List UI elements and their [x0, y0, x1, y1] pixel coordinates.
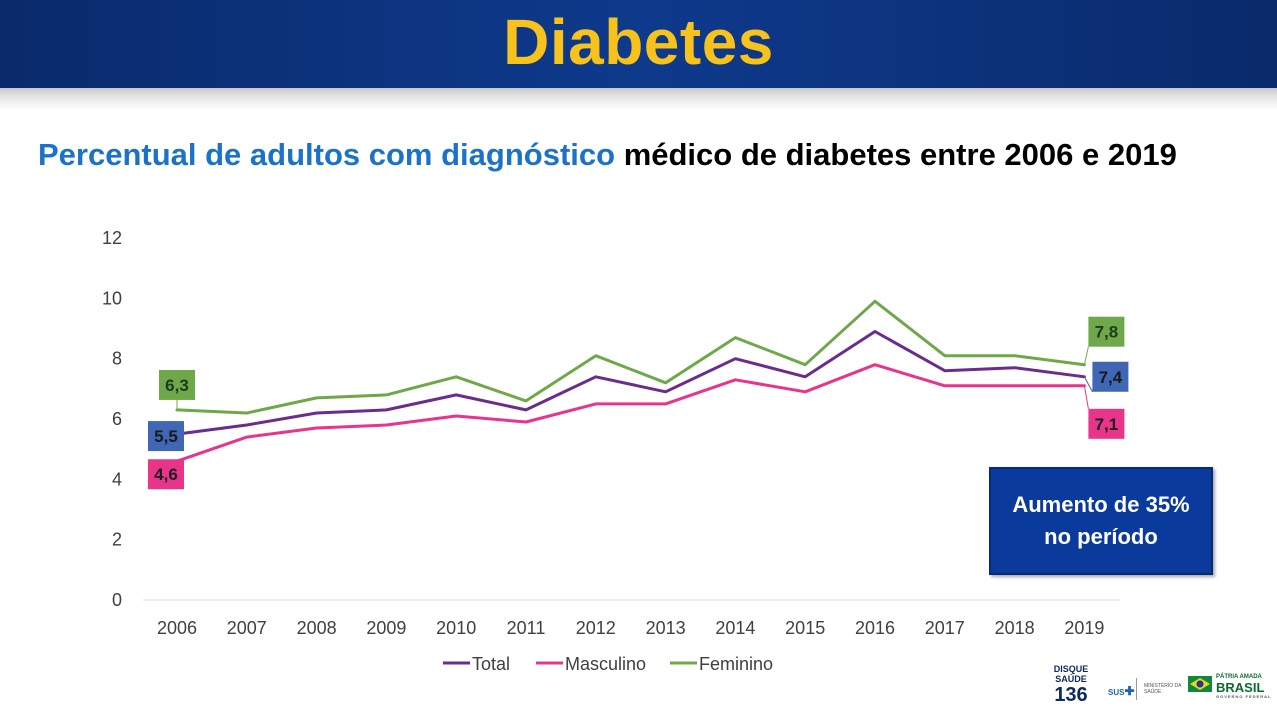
x-tick-label: 2015 [785, 618, 825, 638]
x-tick-label: 2018 [995, 618, 1035, 638]
disque-number: 136 [1054, 684, 1088, 706]
data-label-text: 7,1 [1095, 415, 1119, 434]
data-label-leader [1083, 376, 1093, 393]
x-tick-label: 2007 [227, 618, 267, 638]
data-label-leader [1083, 346, 1089, 365]
callout-line-1: Aumento de 35% [1012, 492, 1190, 517]
data-label-leader [1083, 385, 1089, 409]
chart-legend: Total Masculino Feminino [443, 654, 773, 674]
y-tick-label: 6 [112, 409, 122, 429]
governo-federal-text: GOVERNO FEDERAL [1216, 694, 1272, 699]
x-tick-label: 2011 [507, 618, 546, 638]
data-label-text: 4,6 [154, 465, 178, 484]
legend-label-total: Total [472, 654, 510, 674]
x-tick-label: 2010 [436, 618, 476, 638]
sus-logo: SUS✚ [1108, 684, 1135, 698]
y-axis-ticks: 0 2 4 6 8 10 12 [102, 228, 122, 610]
y-tick-label: 0 [112, 590, 122, 610]
series-line-total [175, 330, 1086, 436]
x-tick-label: 2016 [855, 618, 895, 638]
data-label-text: 6,3 [165, 376, 189, 395]
y-tick-label: 4 [112, 469, 122, 489]
y-tick-label: 8 [112, 349, 122, 369]
x-tick-label: 2006 [157, 618, 197, 638]
x-tick-label: 2014 [715, 618, 755, 638]
data-label-box [1092, 361, 1129, 392]
chart-subtitle: Percentual de adultos com diagnóstico mé… [38, 133, 1258, 177]
series-line-feminino [175, 299, 1086, 415]
x-tick-label: 2019 [1064, 618, 1104, 638]
logo-divider [1136, 678, 1137, 700]
page-title: Diabetes [503, 6, 774, 78]
data-label-box [148, 421, 184, 452]
y-tick-label: 10 [102, 288, 122, 308]
series-lines [175, 299, 1086, 463]
callout-line-2: no período [1044, 524, 1158, 549]
patria-amada-text: PÁTRIA AMADA [1216, 674, 1262, 680]
x-axis-ticks: 2006 2007 2008 2009 2010 2011 2012 2013 2014 2015… [157, 618, 1104, 638]
header-shadow [0, 88, 1277, 110]
y-tick-label: 2 [112, 530, 122, 550]
sus-text: SUS [1108, 688, 1125, 697]
increase-callout: Aumento de 35% no período [989, 467, 1213, 575]
plus-icon: ✚ [1124, 684, 1135, 698]
ministerio-logo: MINISTÉRIO DA SAÚDE [1144, 683, 1182, 695]
data-label-text: 7,8 [1095, 323, 1119, 342]
legend-label-feminino: Feminino [699, 654, 773, 674]
subtitle-blue-part: Percentual de adultos com diagnóstico [38, 137, 616, 172]
series-line-masculino [175, 363, 1086, 463]
data-labels: 6,3 5,5 4,6 7,8 7,4 7,1 [148, 316, 1129, 490]
x-tick-label: 2012 [576, 618, 616, 638]
brasil-text: BRASIL [1216, 680, 1265, 695]
brazil-flag-icon [1188, 676, 1212, 692]
subtitle-black-part: médico de diabetes entre 2006 e 2019 [623, 137, 1177, 172]
data-label-box [148, 459, 184, 490]
data-label-text: 7,4 [1099, 368, 1123, 387]
disque-saude-logo: DISQUE SAÚDE 136 [1048, 664, 1094, 706]
x-tick-label: 2017 [925, 618, 965, 638]
data-label-box [159, 369, 195, 400]
legend-label-masculino: Masculino [565, 654, 646, 674]
disque-line-2: SAÚDE [1055, 674, 1087, 684]
x-tick-label: 2013 [646, 618, 686, 638]
brasil-logo: PÁTRIA AMADA BRASIL GOVERNO FEDERAL [1216, 674, 1272, 699]
data-label-text: 5,5 [154, 427, 178, 446]
data-label-box [1088, 408, 1125, 439]
header-band [0, 0, 1277, 88]
footer-logos: DISQUE SAÚDE 136 SUS✚ MINISTÉRIO DA SAÚD… [1048, 664, 1272, 710]
x-tick-label: 2009 [366, 618, 406, 638]
data-label-box [1088, 316, 1125, 347]
x-tick-label: 2008 [297, 618, 337, 638]
disque-line-1: DISQUE [1053, 664, 1089, 674]
y-tick-label: 12 [102, 228, 122, 248]
